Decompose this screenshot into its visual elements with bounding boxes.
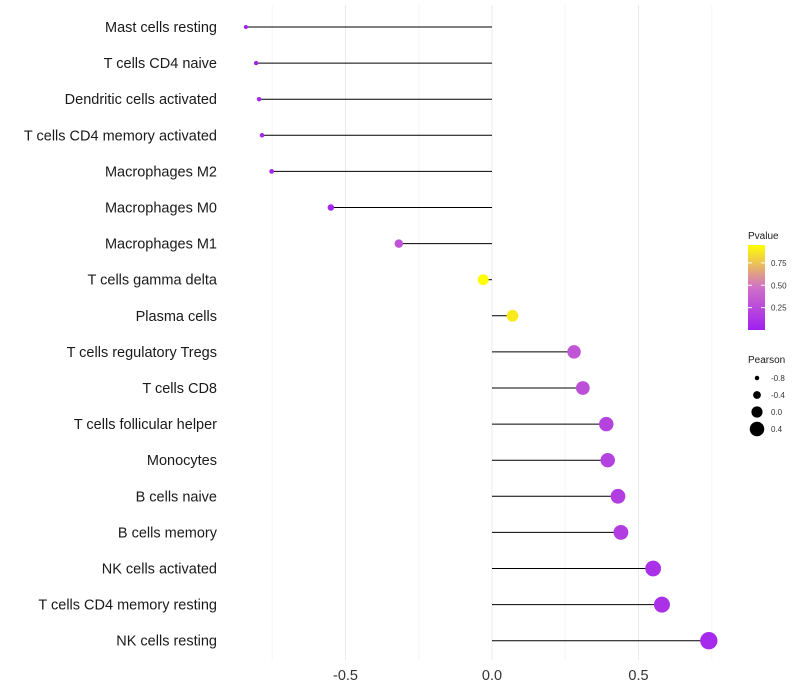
legend-pearson-key-dot	[749, 421, 765, 437]
category-labels: Mast cells resting T cells CD4 naive Dendr…	[24, 20, 218, 650]
lollipop-point	[610, 488, 626, 504]
lollipop-point	[327, 204, 335, 211]
point-layer	[243, 24, 718, 650]
category-label: NK cells resting	[116, 634, 217, 650]
category-label: Monocytes	[147, 453, 217, 469]
category-label: NK cells activated	[102, 562, 217, 578]
lollipop-point	[653, 596, 670, 613]
legend-pearson-key-dot	[753, 391, 761, 399]
category-label: Macrophages M2	[105, 164, 217, 180]
legend-title-pvalue: Pvalue	[748, 231, 779, 242]
lollipop-point	[256, 96, 262, 102]
legend-pearson-key-label: -0.8	[771, 374, 785, 383]
legend-pvalue-tick-label: 0.25	[771, 304, 787, 313]
category-label: Plasma cells	[136, 309, 217, 325]
legend-pearson-keys: -0.8 -0.4 0.0 0.4	[749, 374, 785, 437]
legend-pearson-key-dot	[751, 406, 763, 418]
x-tick-label: 0.0	[482, 668, 502, 684]
lollipop-point	[243, 24, 248, 30]
category-label: B cells naive	[136, 489, 217, 505]
lollipop-point	[394, 239, 404, 248]
legend-pvalue-tick-label: 0.75	[771, 259, 787, 268]
category-label: T cells gamma delta	[88, 273, 218, 289]
grid-layer	[271, 5, 713, 660]
legend: Pvalue 0.75 0.50 0.25 Pearson -0.8 -0.4 0.0 0…	[748, 231, 787, 437]
lollipop-point	[567, 345, 581, 359]
legend-pearson-key-label: 0.4	[771, 425, 783, 434]
lollipop-point	[600, 452, 615, 468]
legend-pvalue-ticks: 0.75 0.50 0.25	[748, 259, 787, 313]
category-label: T cells follicular helper	[74, 417, 217, 433]
x-tick-label: 0.5	[628, 668, 648, 684]
category-label: Dendritic cells activated	[65, 92, 217, 108]
category-label: Macrophages M1	[105, 237, 217, 253]
category-label: Mast cells resting	[105, 20, 217, 36]
lollipop-point	[259, 133, 265, 138]
category-label: T cells CD8	[142, 381, 217, 397]
legend-pvalue-colorbar	[748, 245, 765, 330]
lollipop-point	[253, 60, 259, 66]
category-label: T cells CD4 naive	[104, 56, 217, 72]
x-tick-label: -0.5	[333, 668, 358, 684]
lollipop-point	[613, 524, 629, 540]
lollipop-point	[575, 381, 590, 395]
lollipop-point	[477, 274, 489, 286]
legend-pvalue-tick-label: 0.50	[771, 281, 787, 290]
legend-pearson-key-dot	[754, 375, 760, 381]
lollipop-point	[700, 632, 718, 650]
stem-layer	[245, 26, 709, 642]
lollipop-point	[506, 309, 519, 322]
category-label: T cells regulatory Tregs	[67, 345, 217, 361]
legend-pearson-key-label: -0.4	[771, 391, 785, 400]
legend-title-pearson: Pearson	[748, 355, 785, 366]
x-axis-ticks: -0.5 0.0 0.5	[333, 668, 649, 684]
lollipop-point	[645, 560, 662, 577]
category-label: T cells CD4 memory activated	[24, 128, 217, 144]
lollipop-point	[269, 168, 275, 174]
category-label: Macrophages M0	[105, 201, 217, 217]
category-label: B cells memory	[118, 525, 218, 541]
lollipop-point	[599, 416, 614, 432]
category-label: T cells CD4 memory resting	[38, 598, 217, 614]
legend-pearson-key-label: 0.0	[771, 408, 783, 417]
